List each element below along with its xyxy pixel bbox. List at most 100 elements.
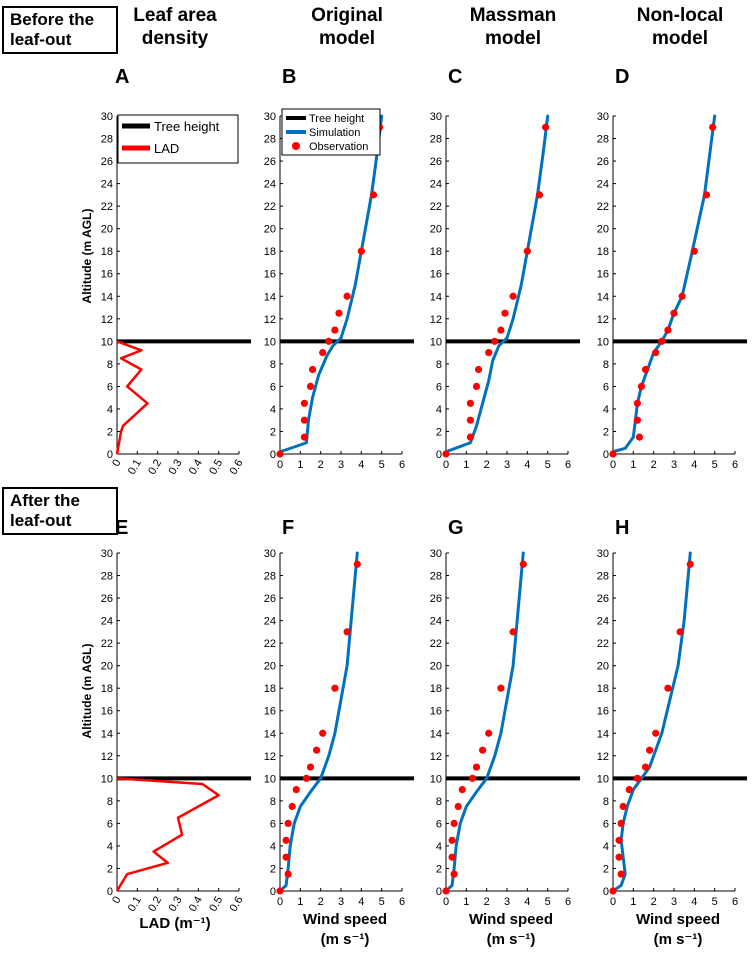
y-tick-label-h: 12 [597, 751, 609, 763]
y-tick-label-g: 0 [436, 886, 442, 898]
simulation-line-g [444, 551, 525, 893]
x-tick-label-e: 0.5 [207, 895, 225, 914]
y-tick-label-b: 30 [264, 111, 276, 123]
y-tick-label-d: 20 [597, 224, 609, 236]
x-axis-label-wind-h: Wind speed (m s⁻¹) [613, 910, 743, 950]
y-tick-label-a: 22 [101, 201, 113, 213]
simulation-line-b [278, 114, 384, 454]
column-header-nonlocal: Non-local model [636, 5, 724, 49]
y-tick-label-b: 22 [264, 201, 276, 213]
y-tick-label-c: 18 [430, 246, 442, 258]
y-tick-label-d: 12 [597, 314, 609, 326]
y-tick-label-c: 2 [436, 426, 442, 438]
y-tick-label-a: 24 [101, 179, 113, 191]
x-tick-label-f: 6 [399, 896, 405, 908]
observation-point-f [282, 836, 290, 844]
observation-point-d [664, 326, 672, 334]
x-tick-label-h: 5 [712, 896, 718, 908]
y-tick-label-d: 24 [597, 179, 609, 191]
x-tick-label-a: 0.4 [187, 458, 205, 477]
x-tick-label-h: 2 [651, 896, 657, 908]
y-tick-label-f: 0 [270, 886, 276, 898]
y-tick-label-h: 28 [597, 571, 609, 583]
observation-point-c [466, 399, 474, 407]
x-tick-label-a: 0.6 [228, 458, 246, 477]
x-tick-label-e: 0.4 [187, 895, 205, 914]
observation-point-c [497, 326, 505, 334]
observation-point-h [664, 684, 672, 692]
y-tick-label-g: 2 [436, 863, 442, 875]
y-tick-label-b: 4 [270, 404, 276, 416]
x-tick-label-b: 1 [297, 459, 303, 471]
y-tick-label-d: 28 [597, 134, 609, 146]
wind-label-line2: (m s⁻¹) [486, 931, 536, 948]
x-tick-label-b: 5 [379, 459, 385, 471]
y-tick-label-g: 30 [430, 548, 442, 560]
observation-point-b [369, 191, 378, 199]
y-tick-label-c: 4 [436, 404, 442, 416]
y-tick-label-h: 26 [597, 593, 609, 605]
panel-letter-a: A [115, 66, 130, 88]
observation-point-f [353, 560, 361, 568]
y-tick-label-h: 2 [603, 863, 609, 875]
y-tick-label-h: 18 [597, 683, 609, 695]
panel-letter-g: G [448, 517, 464, 539]
x-tick-label-a: 0.3 [167, 458, 185, 477]
x-tick-label-b: 4 [358, 459, 364, 471]
x-tick-label-d: 4 [691, 459, 697, 471]
y-tick-label-f: 4 [270, 841, 276, 853]
observation-point-b [325, 337, 333, 345]
x-tick-label-a: 0.5 [207, 458, 225, 477]
x-tick-label-b: 3 [338, 459, 344, 471]
y-tick-label-h: 14 [597, 728, 609, 740]
panel-letter-e: E [115, 517, 129, 539]
row-label-after: After the leaf-out [2, 487, 118, 535]
observation-point-h [617, 870, 625, 878]
y-tick-label-a: 14 [101, 291, 113, 303]
y-tick-label-h: 0 [603, 886, 609, 898]
y-tick-label-f: 16 [264, 706, 276, 718]
wind-label-line2: (m s⁻¹) [320, 931, 370, 948]
observation-point-h [625, 786, 633, 794]
x-tick-label-c: 6 [565, 459, 571, 471]
observation-point-h [615, 853, 623, 861]
x-tick-label-b: 2 [318, 459, 324, 471]
row-label-before: Before the leaf-out [2, 6, 118, 54]
y-tick-label-f: 6 [270, 818, 276, 830]
x-tick-label-d: 6 [732, 459, 738, 471]
y-tick-label-f: 28 [264, 571, 276, 583]
y-tick-label-e: 2 [107, 863, 113, 875]
y-tick-label-b: 6 [270, 381, 276, 393]
observation-point-b [306, 382, 315, 390]
observation-point-d [658, 337, 666, 345]
observation-point-b [300, 433, 308, 441]
column-header-lad: Leaf area density [133, 5, 217, 49]
y-tick-label-f: 2 [270, 863, 276, 875]
x-tick-label-h: 3 [671, 896, 677, 908]
observation-point-f [343, 628, 351, 636]
observation-point-f [288, 802, 296, 811]
x-tick-label-c: 5 [545, 459, 551, 471]
x-tick-label-f: 3 [338, 896, 344, 908]
y-tick-label-h: 4 [603, 841, 609, 853]
wind-label-line1: Wind speed [302, 911, 388, 928]
y-tick-label-g: 18 [430, 683, 442, 695]
observation-point-f [276, 887, 284, 895]
observation-point-c [501, 309, 509, 317]
y-tick-label-f: 26 [264, 593, 276, 605]
observation-point-f [302, 774, 311, 782]
x-tick-label-h: 4 [691, 896, 697, 908]
observation-point-c [523, 247, 531, 255]
y-tick-label-f: 20 [264, 661, 276, 673]
observation-point-c [535, 191, 544, 199]
observation-point-d [633, 416, 642, 424]
observation-point-c [491, 337, 499, 345]
observation-point-c [442, 450, 450, 458]
observation-point-d [652, 349, 660, 357]
y-tick-label-b: 16 [264, 269, 276, 281]
observation-point-h [615, 836, 623, 844]
observation-point-g [448, 836, 456, 844]
y-tick-label-a: 4 [107, 404, 113, 416]
x-tick-label-a: 0.1 [126, 458, 144, 477]
